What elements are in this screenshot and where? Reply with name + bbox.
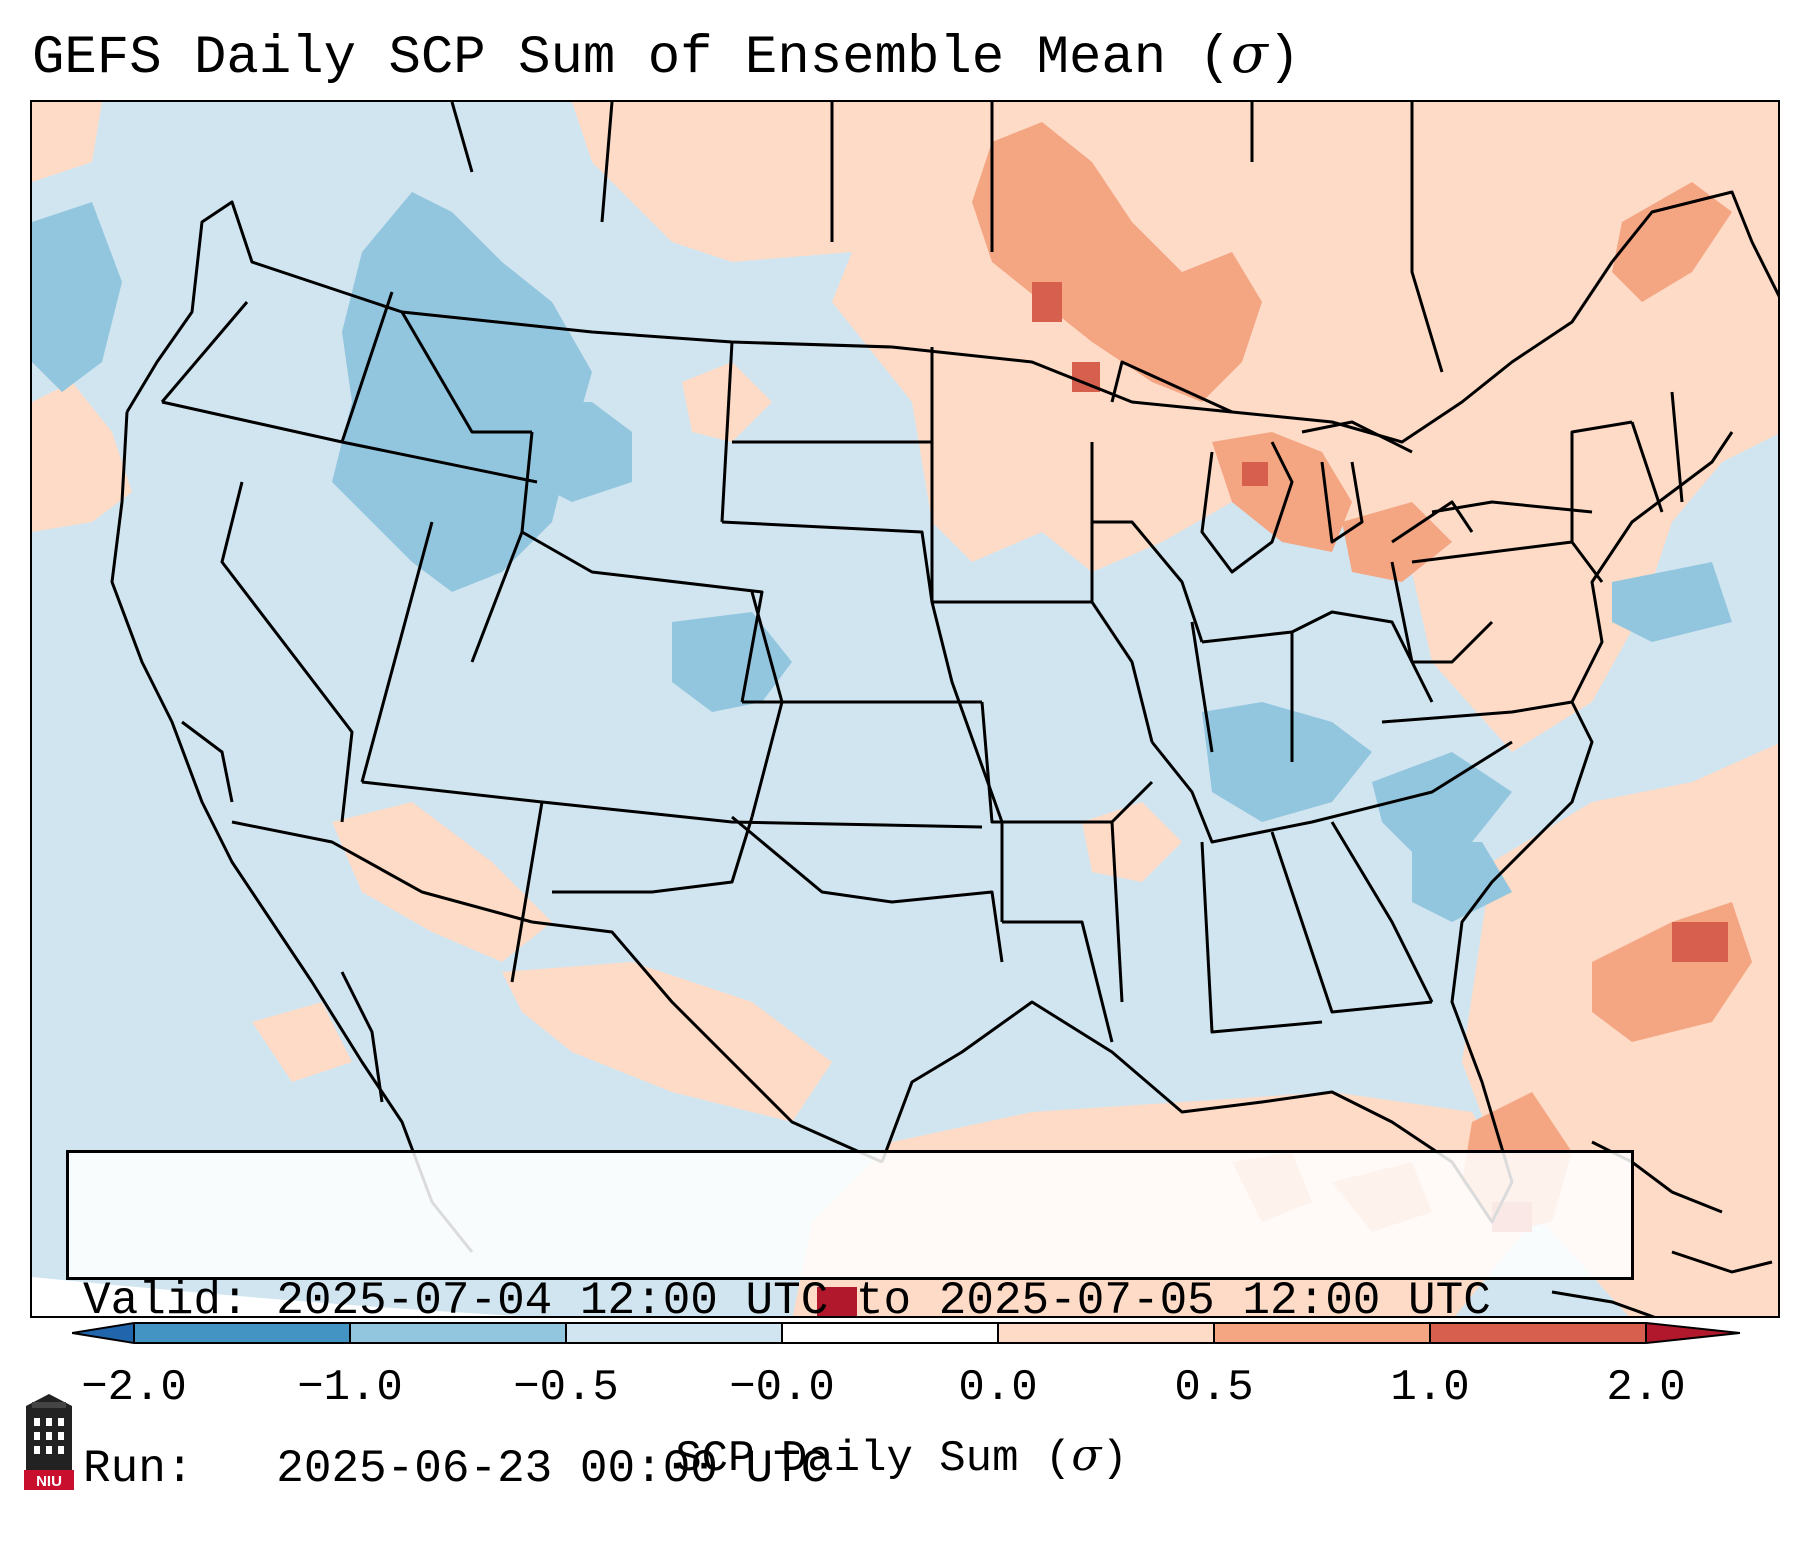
niu-logo-icon: NIU xyxy=(24,1394,74,1490)
colorbar-tick-label: −1.0 xyxy=(297,1363,403,1413)
colorbar-tick-label: −2.0 xyxy=(81,1363,187,1413)
svg-text:NIU: NIU xyxy=(36,1473,62,1490)
colorbar-tick-label: −0.0 xyxy=(729,1363,835,1413)
colorbar-ticks xyxy=(133,1323,1647,1343)
title-text: GEFS Daily SCP Sum of Ensemble Mean ( xyxy=(32,28,1231,89)
colorbar-segment-neg-strong xyxy=(134,1323,350,1343)
state-borders xyxy=(110,102,1778,1253)
valid-time-line: Valid: 2025-07-04 12:00 UTC to 2025-07-0… xyxy=(83,1275,1491,1327)
map-panel[interactable] xyxy=(30,100,1780,1318)
figure-title: GEFS Daily SCP Sum of Ensemble Mean (σ) xyxy=(32,22,1300,91)
colorbar xyxy=(72,1322,1740,1344)
colorbar-tick-label: 1.0 xyxy=(1390,1363,1470,1413)
colorbar-tick-label: −0.5 xyxy=(513,1363,619,1413)
colorbar-extend-high xyxy=(1646,1323,1740,1343)
map-svg xyxy=(32,102,1778,1316)
colorbar-segment-pos-weak xyxy=(998,1323,1214,1343)
colorbar-segment-neg-weak xyxy=(566,1323,782,1343)
run-time-line: Run: 2025-06-23 00:00 UTC xyxy=(83,1443,829,1495)
valid-run-info-box: Valid: 2025-07-04 12:00 UTC to 2025-07-0… xyxy=(66,1150,1634,1495)
colorbar-segment-pos-strong xyxy=(1430,1323,1646,1343)
projection-corner-left xyxy=(32,1277,519,1316)
colorbar-title-text: SCP Daily Sum ( xyxy=(675,1434,1072,1484)
colorbar-title-close: ) xyxy=(1101,1434,1128,1484)
colorbar-tick-label: 2.0 xyxy=(1606,1363,1686,1413)
colorbar-segment-neutral xyxy=(782,1323,998,1343)
coastline-islands xyxy=(181,720,1773,1316)
title-close: ) xyxy=(1267,28,1301,89)
colorbar-extend-low xyxy=(72,1323,134,1343)
title-sigma-symbol: σ xyxy=(1231,22,1268,85)
colorbar-segment-pos-mid xyxy=(1214,1323,1430,1343)
colorbar-title: SCP Daily Sum (σ) xyxy=(0,1428,1803,1487)
colorbar-tick-label: 0.5 xyxy=(1174,1363,1254,1413)
colorbar-segment-neg-mid xyxy=(350,1323,566,1343)
colorbar-title-sigma: σ xyxy=(1071,1430,1102,1481)
colorbar-tick-label: 0.0 xyxy=(958,1363,1038,1413)
